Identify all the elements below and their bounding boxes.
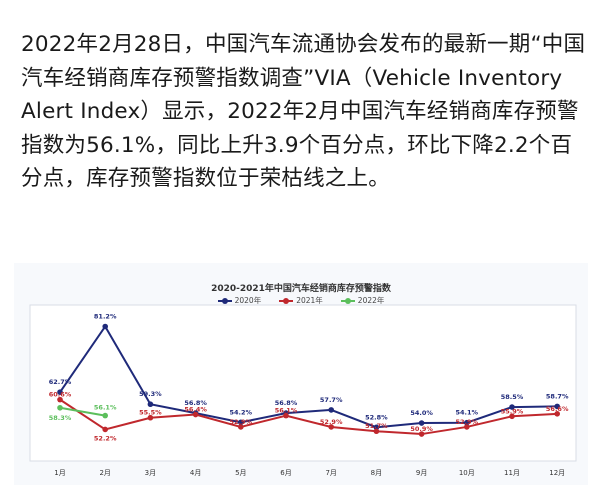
- data-label: 54.0%: [410, 409, 433, 417]
- data-point: [418, 420, 425, 426]
- data-point: [464, 424, 470, 430]
- data-label: 52.9%: [456, 418, 479, 426]
- x-tick-label: 10月: [459, 469, 475, 477]
- data-point: [57, 389, 63, 395]
- data-label: 52.9%: [320, 418, 343, 426]
- plot-area: [29, 304, 577, 462]
- data-point: [102, 426, 108, 433]
- legend-label: 2020年: [234, 296, 262, 305]
- legend-label: 2021年: [296, 296, 323, 305]
- data-point: [57, 404, 63, 411]
- data-label: 58.7%: [546, 392, 569, 400]
- series-line: [59, 324, 558, 429]
- data-label: 56.1%: [94, 404, 117, 412]
- data-label: 54.1%: [456, 409, 479, 417]
- data-point: [373, 424, 380, 431]
- data-point: [554, 403, 560, 410]
- data-label: 50.9%: [410, 425, 433, 433]
- data-label: 52.2%: [94, 434, 117, 442]
- data-point: [328, 407, 335, 413]
- chart-figure: 1月 2月 3月 4月 5月 6月 7月 8月 9月 10月 11月 12月 62.7% 81.2% 59.…: [14, 263, 588, 485]
- data-point: [102, 412, 108, 419]
- data-label: 56.4%: [184, 406, 207, 414]
- data-label: 58.5%: [501, 393, 524, 401]
- data-point: [102, 323, 108, 330]
- data-label: 59.3%: [139, 390, 162, 398]
- x-tick-label: 12月: [549, 469, 565, 477]
- data-point: [192, 411, 199, 418]
- data-label: 52.8%: [365, 413, 388, 421]
- legend-swatch: [340, 297, 355, 304]
- legend-swatch: [279, 297, 294, 304]
- chart-title: 2020-2021年中国汽车经销商库存预警指数: [211, 284, 391, 294]
- data-label: 54.2%: [230, 408, 253, 416]
- data-point: [373, 428, 380, 435]
- x-tick-label: 2月: [99, 469, 110, 477]
- x-tick-label: 4月: [190, 469, 201, 477]
- data-label: 81.2%: [94, 312, 117, 320]
- data-point: [328, 424, 335, 430]
- x-tick-label: 3月: [145, 469, 156, 477]
- data-point: [509, 404, 515, 410]
- x-tick-label: 8月: [371, 469, 382, 477]
- x-tick-label: 1月: [54, 469, 65, 477]
- legend-item: 2020年: [217, 295, 262, 306]
- data-label: 56.8%: [184, 399, 207, 407]
- data-point: [283, 412, 289, 419]
- data-label: 55.9%: [501, 407, 524, 415]
- x-tick-label: 9月: [416, 469, 427, 477]
- series-line: [59, 398, 558, 436]
- data-label: 60.6%: [49, 391, 72, 399]
- data-label: 57.7%: [320, 396, 343, 404]
- data-label: 56.8%: [275, 399, 298, 407]
- data-point: [509, 413, 515, 420]
- legend-item: 2021年: [279, 295, 323, 306]
- data-point: [464, 419, 470, 426]
- data-label: 55.5%: [139, 409, 162, 417]
- data-label: 62.7%: [49, 378, 72, 386]
- legend-swatch: [217, 297, 232, 304]
- chart-legend: 2020年 2021年 2022年: [14, 295, 588, 306]
- data-label: 56.1%: [275, 407, 298, 415]
- legend-item: 2022年: [340, 295, 385, 306]
- data-point: [238, 424, 244, 430]
- data-label: 58.3%: [49, 414, 72, 422]
- data-point: [57, 396, 63, 403]
- series-line: [59, 406, 106, 417]
- x-tick-label: 5月: [235, 469, 246, 477]
- data-point: [147, 401, 154, 408]
- data-label: 56.6%: [546, 405, 569, 413]
- data-label: 52.9%: [230, 418, 253, 426]
- article-text: 2022年2月28日，中国汽车流通协会发布的最新一期“中国汽车经销商库存预警指数…: [21, 28, 586, 196]
- x-tick-label: 6月: [280, 469, 291, 477]
- legend-label: 2022年: [357, 296, 385, 305]
- x-tick-label: 11月: [504, 469, 520, 477]
- data-point: [147, 414, 154, 421]
- data-point: [418, 431, 425, 437]
- x-tick-label: 7月: [325, 469, 336, 477]
- data-point: [554, 411, 560, 417]
- line-chart: 1月 2月 3月 4月 5月 6月 7月 8月 9月 10月 11月 12月 62.7% 81.2% 59.…: [29, 304, 577, 477]
- article-paragraph: 2022年2月28日，中国汽车流通协会发布的最新一期“中国汽车经销商库存预警指数…: [21, 32, 586, 191]
- data-point: [238, 419, 244, 426]
- data-label: 51.7%: [365, 422, 388, 430]
